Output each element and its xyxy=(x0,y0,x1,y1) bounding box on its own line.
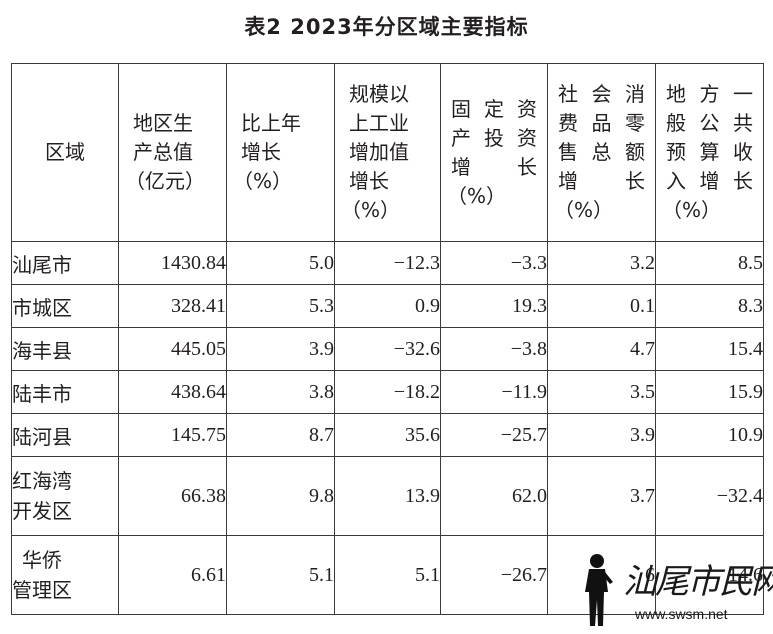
region-cell: 海丰县 xyxy=(11,327,119,371)
industry-cell: −32.6 xyxy=(334,327,441,371)
indicator-table: 区域 地区生 产总值 （亿元） 比上年 增长 （%） 规模以 上工业 增加值 增… xyxy=(11,63,764,615)
industry-cell: −12.3 xyxy=(334,241,441,285)
investment-cell: −26.7 xyxy=(440,535,548,615)
region-cell: 华侨 管理区 xyxy=(11,535,119,615)
budget-cell: 8.3 xyxy=(655,284,764,328)
header-gdp-growth: 比上年 增长 （%） xyxy=(226,63,335,242)
retail-cell: 0.1 xyxy=(547,284,656,328)
retail-cell: 4.7 xyxy=(547,327,656,371)
header-investment: 固 定 资 产 投 资 增 长 （%） xyxy=(440,63,548,242)
budget-cell: 15.4 xyxy=(655,327,764,371)
industry-cell: 5.1 xyxy=(334,535,441,615)
retail-cell: 3.2 xyxy=(547,241,656,285)
watermark-url: www.swsm.net xyxy=(635,606,728,622)
table-row: 陆丰市 438.64 3.8 −18.2 −11.9 3.5 15.9 xyxy=(11,370,764,414)
industry-cell: 35.6 xyxy=(334,413,441,457)
gdp-cell: 1430.84 xyxy=(118,241,227,285)
table-row: 市城区 328.41 5.3 0.9 19.3 0.1 8.3 xyxy=(11,284,764,328)
table-row: 红海湾 开发区 66.38 9.8 13.9 62.0 3.7 −32.4 xyxy=(11,456,764,536)
site-watermark: 汕尾市民网 www.swsm.net xyxy=(575,552,773,628)
retail-cell: 3.5 xyxy=(547,370,656,414)
budget-cell: 10.9 xyxy=(655,413,764,457)
investment-cell: −11.9 xyxy=(440,370,548,414)
investment-cell: 62.0 xyxy=(440,456,548,536)
investment-cell: −25.7 xyxy=(440,413,548,457)
gdp-growth-cell: 3.8 xyxy=(226,370,335,414)
budget-cell: 8.5 xyxy=(655,241,764,285)
header-industry: 规模以 上工业 增加值 增长 （%） xyxy=(334,63,441,242)
investment-cell: −3.8 xyxy=(440,327,548,371)
gdp-growth-cell: 5.3 xyxy=(226,284,335,328)
gdp-cell: 438.64 xyxy=(118,370,227,414)
gdp-growth-cell: 3.9 xyxy=(226,327,335,371)
gdp-growth-cell: 9.8 xyxy=(226,456,335,536)
gdp-cell: 445.05 xyxy=(118,327,227,371)
table-title: 表2 2023年分区域主要指标 xyxy=(244,15,529,39)
table-row: 海丰县 445.05 3.9 −32.6 −3.8 4.7 15.4 xyxy=(11,327,764,371)
industry-cell: 0.9 xyxy=(334,284,441,328)
header-gdp: 地区生 产总值 （亿元） xyxy=(118,63,227,242)
retail-cell: 3.7 xyxy=(547,456,656,536)
table-row: 陆河县 145.75 8.7 35.6 −25.7 3.9 10.9 xyxy=(11,413,764,457)
investment-cell: 19.3 xyxy=(440,284,548,328)
budget-cell: 15.9 xyxy=(655,370,764,414)
header-row: 区域 地区生 产总值 （亿元） 比上年 增长 （%） 规模以 上工业 增加值 增… xyxy=(11,63,764,242)
region-cell: 红海湾 开发区 xyxy=(11,456,119,536)
header-region: 区域 xyxy=(11,63,119,242)
header-retail: 社 会 消 费 品 零 售 总 额 增 长 （%） xyxy=(547,63,656,242)
gdp-cell: 6.61 xyxy=(118,535,227,615)
gdp-cell: 66.38 xyxy=(118,456,227,536)
industry-cell: −18.2 xyxy=(334,370,441,414)
gdp-cell: 328.41 xyxy=(118,284,227,328)
region-cell: 陆河县 xyxy=(11,413,119,457)
industry-cell: 13.9 xyxy=(334,456,441,536)
budget-cell: 14.6 xyxy=(655,535,764,615)
gdp-cell: 145.75 xyxy=(118,413,227,457)
gdp-growth-cell: 5.0 xyxy=(226,241,335,285)
person-silhouette-icon xyxy=(585,554,613,626)
budget-cell: −32.4 xyxy=(655,456,764,536)
region-cell: 市城区 xyxy=(11,284,119,328)
investment-cell: −3.3 xyxy=(440,241,548,285)
region-cell: 陆丰市 xyxy=(11,370,119,414)
watermark-text: 汕尾市民网 xyxy=(623,562,773,602)
table-row: 汕尾市 1430.84 5.0 −12.3 −3.3 3.2 8.5 xyxy=(11,241,764,285)
region-cell: 汕尾市 xyxy=(11,241,119,285)
gdp-growth-cell: 8.7 xyxy=(226,413,335,457)
gdp-growth-cell: 5.1 xyxy=(226,535,335,615)
retail-cell: 3.9 xyxy=(547,413,656,457)
table-row: 华侨 管理区 6.61 5.1 5.1 −26.7 6 14.6 xyxy=(11,535,764,615)
header-budget: 地 方 一 般 公 共 预 算 收 入 增 长 （%） xyxy=(655,63,764,242)
